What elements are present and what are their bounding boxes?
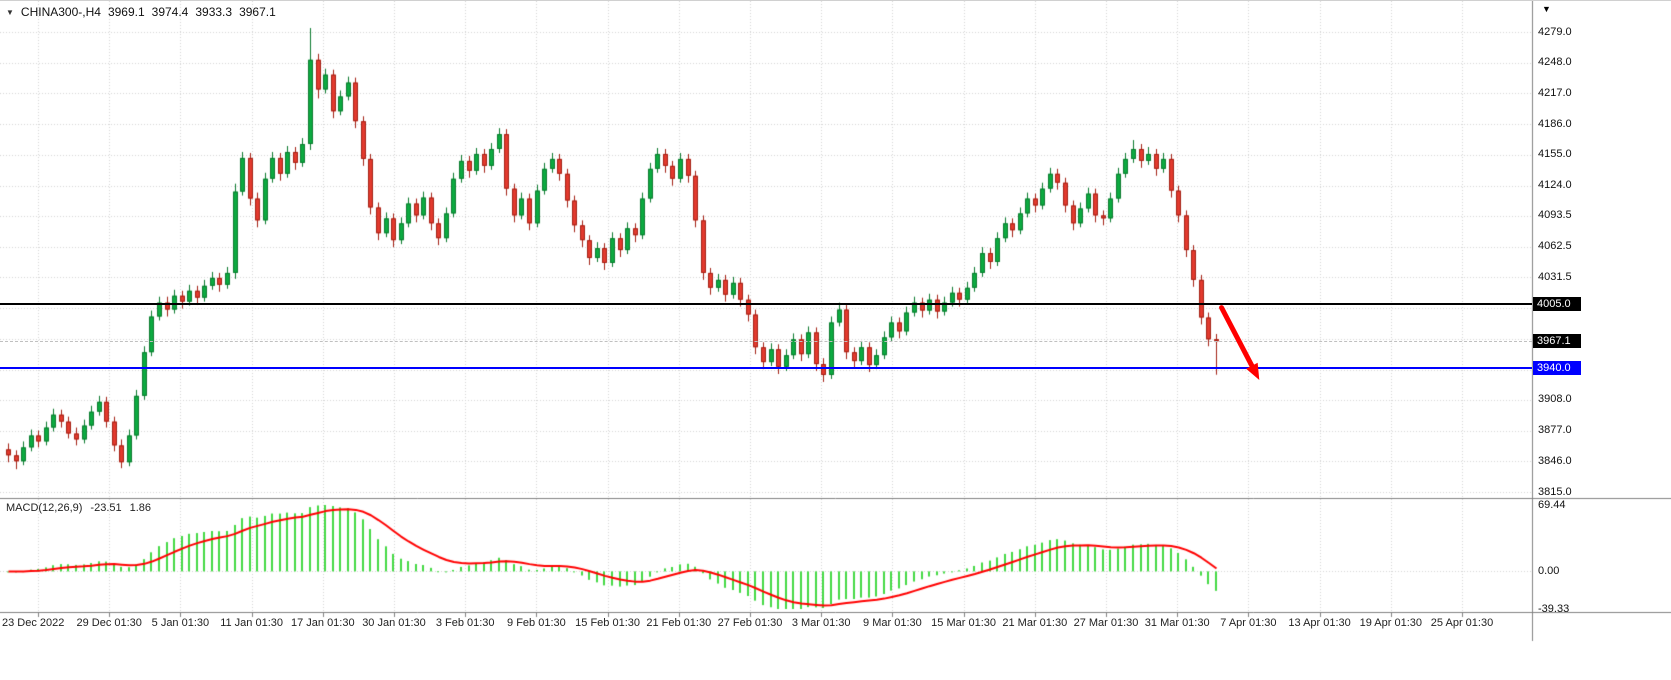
high-value: 3974.4 [151,5,189,19]
resistance-price-tag: 4005.0 [1533,296,1581,311]
macd-signal-value: 1.86 [129,502,152,514]
open-value: 3969.1 [107,5,145,19]
price-axis-label: 4093.5 [1538,209,1572,222]
macd-axis-label: 69.44 [1538,498,1566,511]
price-axis-label: 4062.5 [1538,240,1572,253]
time-axis-label: 21 Mar 01:30 [1002,617,1068,629]
chart-shift-marker-icon[interactable]: ▼ [1542,4,1551,14]
macd-axis-label: -39.33 [1538,602,1570,615]
macd-indicator-label: MACD(12,26,9) -23.51 1.86 [6,502,151,514]
price-axis-label: 4186.0 [1538,117,1572,130]
time-axis-label: 13 Apr 01:30 [1288,617,1351,629]
price-axis-label: 4217.0 [1538,86,1572,99]
low-value: 3933.3 [195,5,233,19]
time-axis-label: 31 Mar 01:30 [1144,617,1210,629]
time-axis-label: 30 Jan 01:30 [362,617,426,629]
price-axis-label: 3877.0 [1538,424,1572,437]
time-axis-label: 29 Dec 01:30 [76,617,142,629]
time-axis-label: 11 Jan 01:30 [220,617,283,629]
macd-title: MACD(12,26,9) [6,502,83,514]
time-axis-label: 23 Dec 2022 [2,617,65,629]
time-axis-label: 25 Apr 01:30 [1430,617,1494,629]
price-axis-label: 4031.5 [1538,270,1572,283]
time-axis-label: 19 Apr 01:30 [1359,617,1422,629]
time-axis-label: 5 Jan 01:30 [151,617,210,629]
time-axis-label: 17 Jan 01:30 [290,617,355,629]
price-axis-label: 4124.0 [1538,179,1572,192]
time-axis-label: 21 Feb 01:30 [646,617,712,629]
macd-main-value: -23.51 [90,502,122,514]
close-value: 3967.1 [239,5,276,19]
symbol-period-label: CHINA300-,H4 [20,5,101,19]
price-axis-label: 4155.0 [1538,148,1572,161]
time-axis-label: 9 Mar 01:30 [863,617,922,629]
time-axis-label: 7 Apr 01:30 [1220,617,1277,629]
time-axis-label: 27 Feb 01:30 [717,617,783,629]
time-axis-label: 15 Feb 01:30 [575,617,641,629]
chart-title: ▼ CHINA300-,H4 3969.1 3974.4 3933.3 3967… [6,5,276,19]
price-axis-label: 3815.0 [1538,485,1572,498]
price-axis-label: 3908.0 [1538,393,1572,406]
current-price-tag: 3967.1 [1533,334,1581,349]
time-axis-label: 3 Feb 01:30 [435,617,495,629]
price-axis-label: 4279.0 [1538,25,1572,38]
ohlc-dropdown-icon[interactable]: ▼ [6,7,14,17]
bid-price-line [0,341,1532,343]
time-axis-label: 9 Feb 01:30 [507,617,566,629]
time-axis[interactable]: 23 Dec 2022 29 Dec 01:30 5 Jan 01:30 11 Jan… [0,617,1540,637]
time-axis-label: 27 Mar 01:30 [1073,617,1139,629]
support-hline[interactable] [0,367,1532,370]
resistance-hline[interactable] [0,302,1532,305]
time-axis-label: 3 Mar 01:30 [791,617,851,629]
macd-axis-label: 0.00 [1538,564,1560,577]
price-axis-label: 4248.0 [1538,56,1572,69]
time-axis-label: 15 Mar 01:30 [931,617,997,629]
support-price-tag: 3940.0 [1533,361,1581,376]
price-axis-label: 3846.0 [1538,454,1572,467]
price-axis[interactable]: 4279.0 4248.0 4217.0 4186.0 4155.0 4124.0 4093… [1532,1,1671,641]
